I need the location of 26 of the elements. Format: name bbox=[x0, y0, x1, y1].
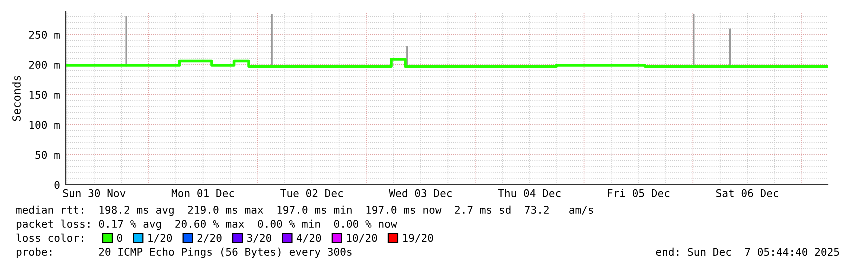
legend-label: 4/20 bbox=[296, 234, 322, 243]
text: packet loss: 0.17 % avg 20.60 % max 0.00 % min 0.00 % now bbox=[16, 220, 398, 230]
x-tick-label: Wed 03 Dec bbox=[389, 189, 452, 198]
legend-label: 3/20 bbox=[247, 234, 272, 243]
y-tick-label: 150 m bbox=[30, 91, 60, 100]
x-tick-label: Fri 05 Dec bbox=[608, 189, 670, 198]
text: end: Sun Dec 7 05:44:40 2025 bbox=[656, 248, 840, 256]
legend-title: loss color: bbox=[16, 234, 84, 242]
y-tick-label: 200 m bbox=[29, 61, 60, 70]
text: probe: 20 ICMP Echo Pings (56 Bytes) every 300s bbox=[16, 248, 352, 258]
legend-label: 10/20 bbox=[347, 234, 378, 243]
legend-label: 2/20 bbox=[198, 234, 222, 243]
x-tick-label: Mon 01 Dec bbox=[172, 189, 234, 198]
x-tick-label: Thu 04 Dec bbox=[498, 189, 561, 198]
y-tick-label: 100 m bbox=[30, 121, 60, 130]
x-tick-label: Tue 02 Dec bbox=[280, 189, 344, 198]
x-tick-label: Sat 06 Dec bbox=[716, 189, 778, 198]
y-tick-label: 0 bbox=[54, 181, 60, 190]
legend-label: 0 bbox=[117, 234, 122, 242]
y-axis-title: Seconds bbox=[12, 76, 21, 122]
legend-label: 1/20 bbox=[148, 234, 172, 243]
legend-label: 19/20 bbox=[403, 234, 434, 243]
text: median rtt: 198.2 ms avg 219.0 ms max 197.0 ms min 197.0 ms now 2.7 ms sd 73.2 am/s bbox=[16, 206, 594, 216]
y-tick-label: 50 m bbox=[36, 151, 60, 160]
y-tick-label: 250 m bbox=[29, 31, 60, 40]
x-tick-label: Sun 30 Nov bbox=[63, 189, 126, 198]
